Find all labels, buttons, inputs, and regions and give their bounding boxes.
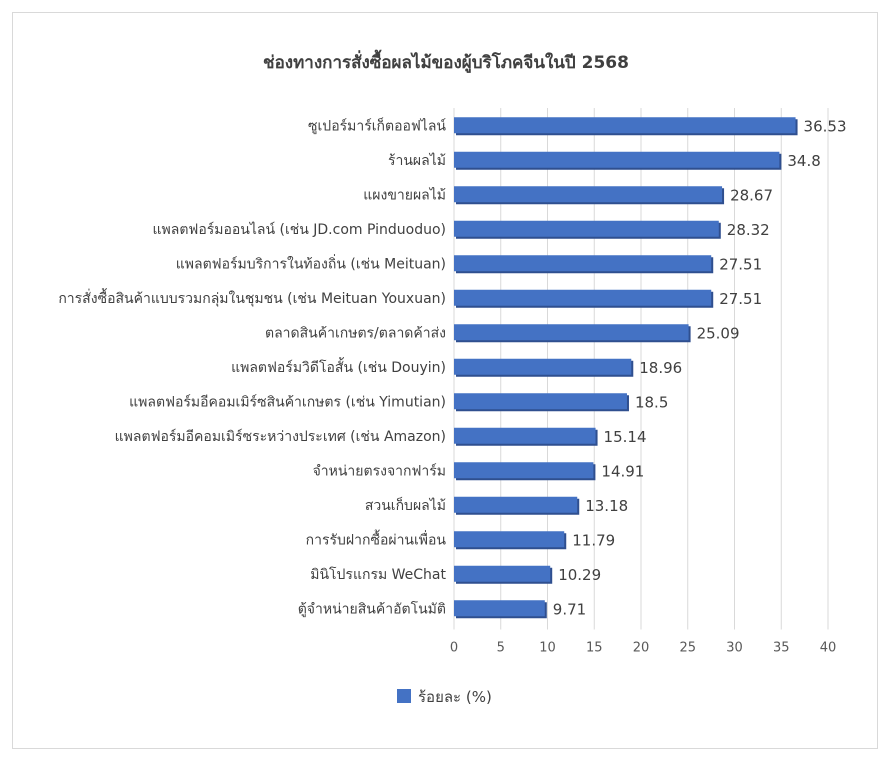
- category-label: การรับฝากซื้อผ่านเพื่อน: [306, 529, 447, 548]
- category-label: ตลาดสินค้าเกษตร/ตลาดค้าส่ง: [265, 325, 446, 341]
- value-label: 28.67: [730, 186, 773, 204]
- value-label: 18.96: [639, 359, 682, 377]
- x-tick-label: 20: [633, 641, 650, 656]
- bar: [454, 565, 551, 582]
- bar: [454, 186, 723, 203]
- x-tick-label: 30: [726, 641, 743, 656]
- bar: [454, 151, 780, 168]
- value-label: 27.51: [719, 290, 762, 308]
- bar: [454, 600, 545, 617]
- category-label: แผงขายผลไม้: [363, 186, 446, 203]
- bar: [454, 358, 632, 375]
- x-tick-label: 25: [679, 641, 696, 656]
- bar: [454, 531, 565, 548]
- value-label: 18.5: [635, 393, 668, 411]
- bar: [454, 496, 578, 513]
- category-label: ตู้จำหน่ายสินค้าอัตโนมัติ: [298, 600, 446, 617]
- bar: [454, 462, 594, 479]
- bar: [454, 324, 689, 341]
- value-label: 15.14: [604, 428, 647, 446]
- label-layer: ซูเปอร์มาร์เก็ตออฟไลน์ 36.53 ร้านผลไม้ 34.8…: [58, 116, 846, 618]
- bar: [454, 255, 712, 272]
- value-label: 27.51: [719, 255, 762, 273]
- category-label: แพลตฟอร์มออนไลน์ (เช่น JD.com Pinduoduo): [152, 221, 446, 238]
- bar: [454, 117, 796, 134]
- chart-frame: ช่องทางการสั่งซื้อผลไม้ของผู้บริโภคจีนใน…: [12, 12, 878, 749]
- category-label: แพลตฟอร์มวิดีโอสั้น (เช่น Douyin): [231, 357, 446, 376]
- category-label: แพลตฟอร์มอีคอมเมิร์ซสินค้าเกษตร (เช่น Yi…: [129, 393, 446, 410]
- value-label: 13.18: [585, 497, 628, 515]
- category-label: ซูเปอร์มาร์เก็ตออฟไลน์: [308, 116, 446, 134]
- category-label: แพลตฟอร์มอีคอมเมิร์ซระหว่างประเทศ (เช่น …: [115, 428, 446, 445]
- category-label: ร้านผลไม้: [388, 152, 446, 169]
- value-label: 28.32: [727, 221, 770, 239]
- category-label: แพลตฟอร์มบริการในท้องถิ่น (เช่น Meituan): [176, 254, 446, 272]
- category-label: มินิโปรแกรม WeChat: [310, 566, 446, 583]
- x-tick-label: 15: [586, 641, 603, 656]
- bar: [454, 427, 596, 444]
- value-label: 34.8: [787, 152, 820, 170]
- legend-swatch: [397, 689, 411, 703]
- value-label: 14.91: [601, 462, 644, 480]
- tick-layer: 0 5 10 15 20 25 30 35 40: [450, 641, 836, 656]
- x-tick-label: 0: [450, 641, 458, 656]
- value-label: 25.09: [697, 324, 740, 342]
- chart-title: ช่องทางการสั่งซื้อผลไม้ของผู้บริโภคจีนใน…: [263, 49, 629, 74]
- x-tick-label: 5: [497, 641, 505, 656]
- bar: [454, 393, 627, 410]
- x-tick-label: 10: [539, 641, 556, 656]
- bar: [454, 220, 719, 237]
- bar-layer: [454, 117, 798, 619]
- x-tick-label: 35: [773, 641, 790, 656]
- category-label: จำหน่ายตรงจากฟาร์ม: [313, 462, 446, 479]
- category-label: การสั่งซื้อสินค้าแบบรวมกลุ่มในชุมชน (เช่…: [58, 288, 446, 307]
- bar-chart: ช่องทางการสั่งซื้อผลไม้ของผู้บริโภคจีนใน…: [58, 49, 846, 706]
- x-tick-label: 40: [820, 641, 837, 656]
- value-label: 11.79: [572, 531, 615, 549]
- legend-label: ร้อยละ (%): [418, 688, 492, 706]
- value-label: 9.71: [553, 600, 586, 618]
- legend: ร้อยละ (%): [397, 688, 492, 706]
- value-label: 36.53: [804, 117, 847, 135]
- value-label: 10.29: [558, 566, 601, 584]
- bar: [454, 289, 712, 306]
- category-label: สวนเก็บผลไม้: [365, 496, 446, 514]
